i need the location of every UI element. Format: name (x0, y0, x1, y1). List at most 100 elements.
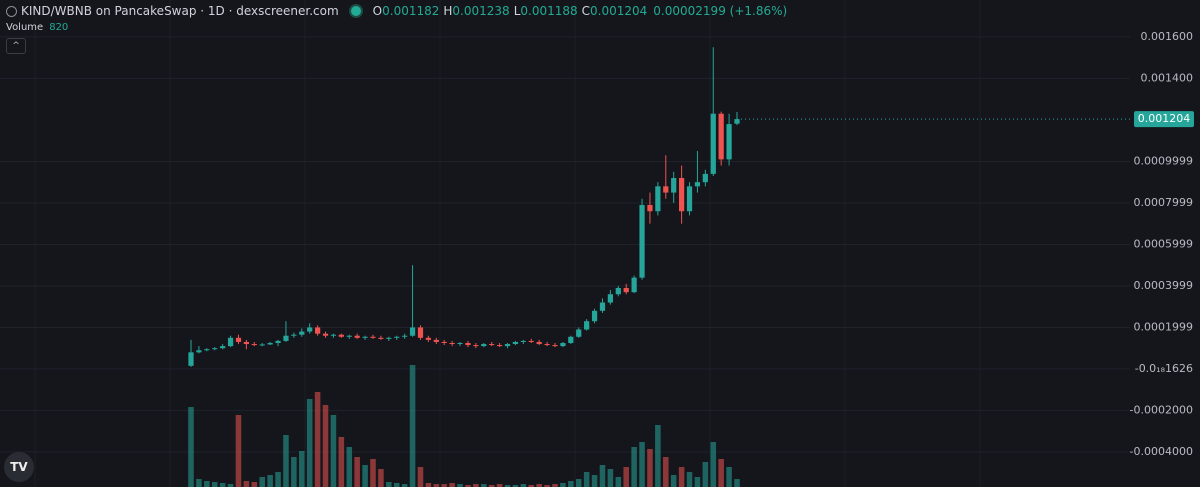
volume-bar (504, 485, 511, 487)
y-tick-label: 0.0001999 (1134, 320, 1194, 333)
candle-body (584, 321, 590, 330)
candle-body (631, 277, 637, 293)
volume-label: Volume (6, 22, 44, 33)
candle-body (694, 182, 701, 187)
volume-bar (314, 392, 321, 487)
volume-bar (338, 437, 345, 487)
volume-bar (544, 485, 550, 487)
volume-bar (607, 469, 614, 487)
volume-bar (631, 447, 637, 487)
volume-bar (583, 472, 590, 487)
last-price-tag (1134, 111, 1194, 128)
volume-bar (433, 484, 440, 487)
volume-bar (267, 475, 273, 487)
candle-body (314, 327, 321, 334)
candle-body (275, 340, 281, 343)
last-price-label: 0.001204 (1138, 112, 1191, 125)
volume-value: 820 (49, 22, 69, 33)
volume-bar (623, 467, 629, 487)
volume-bar (275, 472, 281, 487)
volume-bar (362, 465, 368, 487)
volume-bar (259, 477, 265, 487)
candle-body (504, 344, 511, 347)
candle-body (623, 288, 629, 293)
candle-body (536, 341, 542, 345)
volume-bar (496, 484, 503, 487)
volume-bar (211, 482, 218, 487)
candle-body (481, 344, 487, 347)
candle-body (283, 335, 289, 341)
candle-body (449, 342, 455, 345)
volume-bar (512, 485, 519, 487)
candle-body (686, 186, 693, 212)
volume-legend: Volume 820 (6, 22, 68, 33)
y-tick-label: 0.001600 (1141, 30, 1194, 43)
candle-body (734, 119, 740, 124)
volume-bar (663, 457, 669, 487)
tradingview-logo[interactable]: TV (4, 452, 34, 482)
chart-title: KIND/WBNB on PancakeSwap · 1D · dexscree… (21, 4, 339, 18)
volume-bar (591, 475, 598, 487)
candle-body (599, 302, 606, 311)
candle-body (457, 342, 463, 345)
volume-bar (655, 425, 661, 487)
ohlc-key: O (372, 4, 383, 18)
y-tick-label: 0.001400 (1141, 71, 1194, 84)
volume-bar (283, 435, 289, 487)
volume-bar (227, 484, 234, 487)
candle-body (378, 337, 384, 339)
volume-bar (734, 479, 740, 487)
volume-bar (291, 457, 297, 487)
volume-bar (488, 485, 495, 487)
candle-body (678, 178, 685, 212)
candle-body (417, 327, 424, 338)
volume-bar (235, 415, 242, 487)
candle-body (322, 333, 329, 336)
ohlc-value: 0.001238 (452, 4, 510, 18)
candle-body (647, 205, 653, 212)
volume-bar (346, 447, 353, 487)
volume-bar (678, 467, 685, 487)
volume-bar (465, 485, 471, 487)
volume-bar (599, 465, 606, 487)
y-tick-label: -0.0002000 (1130, 403, 1193, 416)
candle-body (465, 342, 471, 346)
candle-body (354, 335, 360, 338)
candle-body (338, 334, 344, 337)
candle-body (251, 344, 257, 346)
candle-body (615, 288, 621, 295)
candle-body (528, 340, 534, 342)
volume-bar (647, 449, 653, 487)
collapse-button[interactable]: ^ (6, 38, 26, 54)
candle-body (663, 186, 669, 193)
volume-bar (330, 415, 337, 487)
ohlc-key: C (581, 4, 591, 18)
volume-bar (568, 481, 574, 487)
candle-body (607, 294, 614, 303)
candle-body (496, 345, 503, 347)
volume-bar (417, 467, 424, 487)
candle-body (227, 337, 234, 347)
ohlc-key: L (513, 4, 521, 18)
volume-bar (457, 484, 463, 487)
volume-bar (552, 484, 558, 487)
candle-body (259, 344, 265, 346)
candle-body (307, 327, 313, 332)
candle-body (188, 352, 194, 366)
volume-bar (251, 482, 258, 487)
candle-body (544, 344, 550, 346)
y-tick-label: 0.0005999 (1134, 237, 1194, 250)
volume-bar (726, 467, 732, 487)
volume-bar (306, 399, 313, 487)
candle-body (409, 327, 416, 336)
candle-body (702, 173, 708, 183)
volume-bar (204, 481, 210, 487)
candle-body (394, 336, 400, 338)
volume-bar (694, 477, 701, 487)
y-tick-label: -0.0004000 (1130, 445, 1193, 458)
volume-bar (441, 484, 447, 487)
y-tick-label: -0.0₁₈1626 (1135, 362, 1193, 375)
volume-bar (386, 482, 392, 487)
